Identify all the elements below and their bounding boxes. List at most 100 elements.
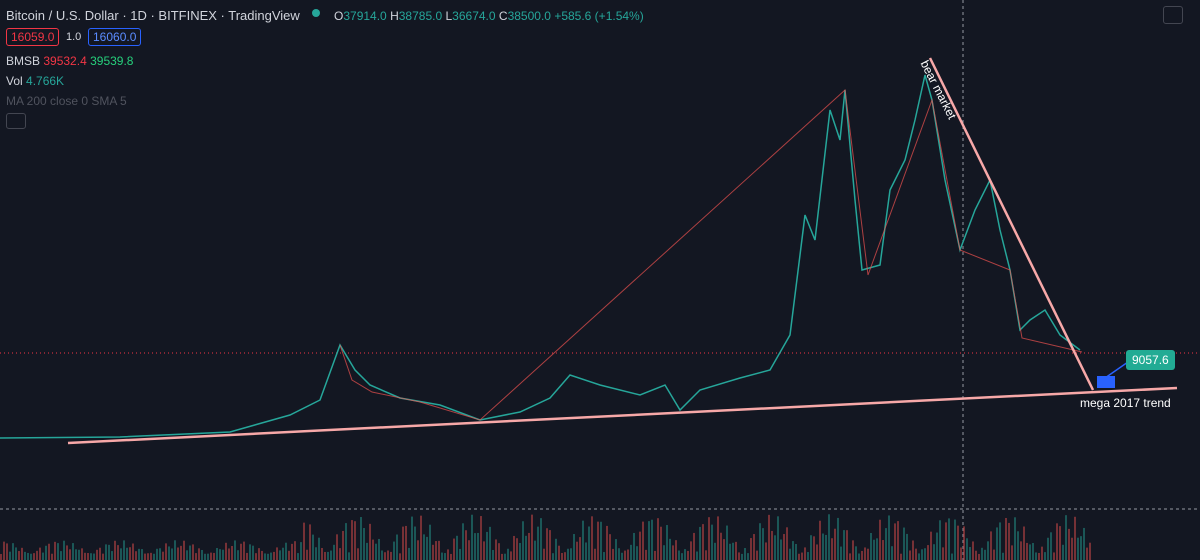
volume-bar [936, 532, 938, 560]
volume-bar [546, 528, 548, 560]
volume-bar [897, 521, 899, 560]
volume-bar [186, 550, 188, 560]
volume-bar [42, 552, 44, 560]
volume-bar [624, 550, 626, 560]
volume-bar [66, 545, 68, 560]
volume-bar [813, 536, 815, 560]
change: +585.6 (+1.54%) [554, 9, 644, 23]
price-series [0, 74, 1081, 439]
volume-bar [204, 553, 206, 560]
volume-bar [780, 539, 782, 560]
volume-bar [708, 517, 710, 560]
volume-bar [162, 551, 164, 560]
volume-bar [1005, 517, 1007, 560]
volume-bar [228, 548, 230, 560]
indicator-value: 39532.4 [43, 54, 87, 68]
volume-bar [75, 549, 77, 560]
volume-bar [702, 524, 704, 560]
volume-bar [879, 519, 881, 560]
ohlc-value: 38500.0 [507, 9, 551, 23]
volume-bar [630, 544, 632, 560]
volume-bar [216, 547, 218, 560]
volume-bar [819, 520, 821, 560]
volume-bar [699, 526, 701, 560]
volume-bar [84, 552, 86, 560]
volume-bar [867, 548, 869, 560]
volume-bar [210, 552, 212, 560]
volume-bar [696, 551, 698, 560]
volume-bar [786, 527, 788, 560]
volume-bar [258, 548, 260, 560]
volume-bar [420, 515, 422, 560]
volume-bar [201, 549, 203, 560]
volume-bar [801, 552, 803, 560]
volume-bar [720, 532, 722, 560]
indicator-value: 4.766K [26, 74, 65, 88]
volume-bar [447, 549, 449, 560]
volume-bar [990, 531, 992, 560]
volume-bar [102, 553, 104, 560]
volume-bar [309, 524, 311, 560]
volume-bar [117, 545, 119, 560]
volume-bar [303, 522, 305, 560]
volume-bar [1065, 515, 1067, 560]
volume-bar [69, 549, 71, 560]
volume-bar [906, 533, 908, 560]
volume-bar [816, 544, 818, 560]
volume-bar [756, 550, 758, 560]
volume-bar [339, 548, 341, 560]
sell-button[interactable]: 16059.0 [6, 28, 60, 46]
volume-bar [912, 540, 914, 560]
volume-bar [1077, 537, 1079, 560]
volume-bar [264, 553, 266, 560]
volume-bar [333, 544, 335, 560]
volume-bar [951, 553, 953, 560]
volume-bars [0, 514, 1091, 560]
volume-bar [72, 543, 74, 560]
volume-bar [219, 549, 221, 560]
trend-annotation: mega 2017 trend [1080, 396, 1171, 410]
volume-bar [504, 553, 506, 560]
volume-bar [315, 547, 317, 560]
volume-bar [375, 543, 377, 560]
volume-bar [426, 536, 428, 560]
volume-bar [405, 525, 407, 560]
volume-bar [882, 540, 884, 560]
volume-bar [741, 553, 743, 560]
volume-bar [966, 538, 968, 560]
volume-bar [252, 545, 254, 560]
volume-bar [975, 550, 977, 560]
volume-bar [489, 526, 491, 560]
collapse-button[interactable] [1163, 6, 1183, 24]
volume-bar [1062, 544, 1064, 560]
indicator-name: Vol [6, 74, 23, 88]
volume-bar [180, 545, 182, 560]
volume-bar [528, 532, 530, 560]
volume-bar [669, 538, 671, 560]
volume-bar [714, 542, 716, 560]
volume-bar [948, 518, 950, 560]
volume-bar [636, 546, 638, 560]
volume-bar [483, 541, 485, 560]
expand-button[interactable] [6, 113, 26, 129]
volume-bar [480, 516, 482, 560]
volume-bar [795, 543, 797, 560]
volume-bar [861, 550, 863, 560]
volume-bar [1050, 532, 1052, 560]
volume-bar [747, 553, 749, 560]
indicator-name: BMSB [6, 54, 41, 68]
volume-bar [657, 518, 659, 560]
volume-bar [765, 542, 767, 560]
volume-bar [6, 543, 8, 560]
volume-bar [1047, 537, 1049, 560]
buy-button[interactable]: 16060.0 [88, 28, 142, 46]
volume-bar [51, 553, 53, 560]
volume-bar [651, 519, 653, 560]
volume-bar [183, 540, 185, 560]
volume-bar [243, 541, 245, 560]
volume-bar [837, 517, 839, 560]
volume-bar [1023, 526, 1025, 560]
volume-bar [24, 551, 26, 560]
volume-bar [318, 537, 320, 560]
volume-bar [30, 553, 32, 560]
